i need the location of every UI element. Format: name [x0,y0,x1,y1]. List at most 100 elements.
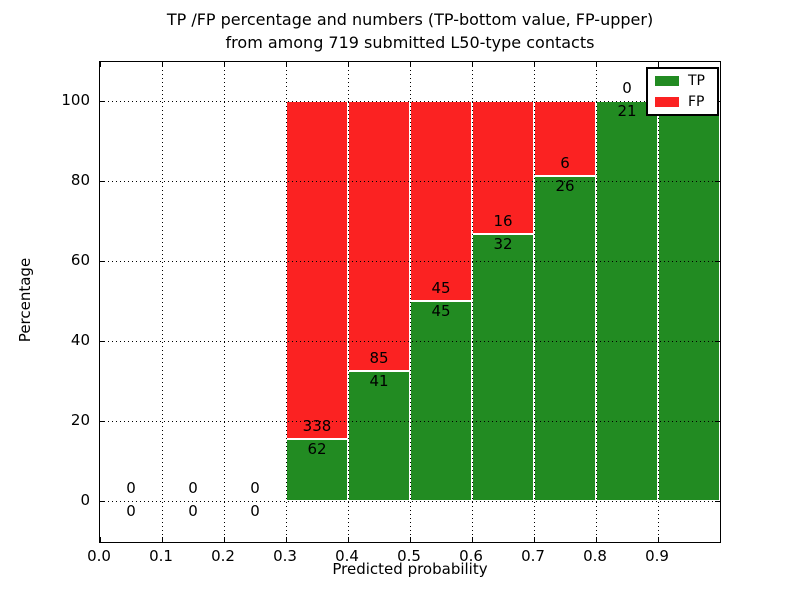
bar-count-label-tp: 26 [555,177,575,195]
x-axis-label: Predicted probability [332,560,488,578]
x-tick-mark [286,537,287,542]
x-tick-mark-top [658,62,659,67]
bar-segment-fp [286,101,348,439]
y-tick-label: 60 [70,251,90,269]
bar-segment-tp [596,101,658,501]
legend: TP FP [646,67,719,116]
bar-segment-fp [534,101,596,176]
bar-count-label-fp: 45 [431,279,451,297]
bar-count-label-tp: 0 [188,502,198,520]
x-tick-label: 0.6 [459,547,483,565]
bar-segment-tp [410,301,472,501]
bar-segment-tp [658,101,720,501]
gridline-vertical [472,62,473,542]
x-tick-mark [658,537,659,542]
bar-count-label-fp: 6 [560,154,570,172]
chart-title-line-1: TP /FP percentage and numbers (TP-bottom… [166,10,654,29]
chart-title: TP /FP percentage and numbers (TP-bottom… [100,8,720,54]
x-tick-label: 0.2 [211,547,235,565]
gridline-horizontal [100,421,720,422]
legend-swatch-fp [655,97,679,107]
bar-segment-tp [348,371,410,501]
y-tick-mark [100,261,105,262]
bar-count-label-tp: 41 [369,372,389,390]
x-tick-mark-top [224,62,225,67]
gridline-horizontal [100,261,720,262]
x-tick-label: 0.8 [583,547,607,565]
x-tick-label: 0.0 [87,547,111,565]
x-tick-mark [100,537,101,542]
bar-segment-tp [472,234,534,501]
bar-segment-fp [348,101,410,371]
y-tick-mark [100,101,105,102]
y-tick-mark [100,421,105,422]
x-tick-mark-top [162,62,163,67]
gridline-vertical [596,62,597,542]
x-tick-mark-top [348,62,349,67]
bar-count-label-tp: 0 [250,502,260,520]
x-tick-label: 0.9 [645,547,669,565]
y-tick-mark [100,501,105,502]
x-tick-mark-top [596,62,597,67]
legend-label-tp: TP [688,73,705,89]
x-tick-label: 0.4 [335,547,359,565]
x-tick-mark-top [472,62,473,67]
legend-swatch-tp [655,76,679,86]
gridline-vertical [348,62,349,542]
bar-segment-tp [534,176,596,501]
y-tick-label: 40 [70,331,90,349]
x-tick-mark [348,537,349,542]
x-tick-mark-top [286,62,287,67]
x-tick-mark [410,537,411,542]
legend-label-fp: FP [688,94,705,110]
bar-count-label-tp: 32 [493,235,513,253]
legend-entry-tp: TP [655,74,710,88]
gridline-horizontal [100,101,720,102]
x-tick-mark-top [410,62,411,67]
gridline-horizontal [100,501,720,502]
bar-count-label-fp: 338 [302,417,332,435]
plot-area: 0000003386285414545163262602102 TP FP [99,61,721,543]
bar-count-label-tp: 62 [307,440,327,458]
gridline-horizontal [100,181,720,182]
gridline-vertical [224,62,225,542]
gridline-vertical [534,62,535,542]
bar-count-label-tp: 0 [126,502,136,520]
gridline-vertical [658,62,659,542]
gridline-horizontal [100,341,720,342]
y-tick-mark-right [715,501,720,502]
gridline-vertical [286,62,287,542]
chart-title-line-2: from among 719 submitted L50-type contac… [225,33,595,52]
bar-segment-fp [410,101,472,301]
x-tick-mark [162,537,163,542]
bar-count-label-fp: 0 [250,479,260,497]
bar-count-label-tp: 21 [617,102,637,120]
bar-segment-tp [286,439,348,501]
legend-entry-fp: FP [655,95,710,109]
bar-count-label-fp: 0 [126,479,136,497]
bar-count-label-fp: 85 [369,349,389,367]
y-tick-mark [100,181,105,182]
x-tick-label: 0.3 [273,547,297,565]
x-tick-mark [596,537,597,542]
y-axis-label: Percentage [16,257,34,343]
y-tick-label: 80 [70,171,90,189]
bar-count-label-tp: 45 [431,302,451,320]
x-tick-label: 0.1 [149,547,173,565]
x-tick-label: 0.7 [521,547,545,565]
bar-count-label-fp: 16 [493,212,513,230]
bar-count-label-fp: 0 [188,479,198,497]
y-tick-label: 20 [70,411,90,429]
y-tick-mark-right [715,421,720,422]
gridline-vertical [162,62,163,542]
x-tick-label: 0.5 [397,547,421,565]
gridline-vertical [410,62,411,542]
y-tick-mark-right [715,261,720,262]
x-tick-mark-top [100,62,101,67]
y-tick-mark-right [715,181,720,182]
y-tick-mark [100,341,105,342]
y-tick-mark-right [715,341,720,342]
bar-count-label-fp: 0 [622,79,632,97]
x-tick-mark [472,537,473,542]
